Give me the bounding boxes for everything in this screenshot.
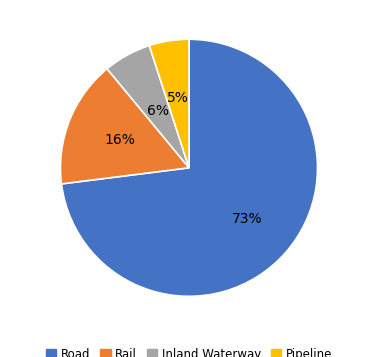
Legend: Road, Rail, Inland Waterway, Pipeline: Road, Rail, Inland Waterway, Pipeline (42, 344, 336, 357)
Text: 5%: 5% (167, 91, 189, 105)
Wedge shape (60, 69, 189, 184)
Wedge shape (62, 39, 318, 296)
Text: 16%: 16% (104, 134, 135, 147)
Text: 73%: 73% (232, 212, 262, 226)
Wedge shape (107, 46, 189, 168)
Wedge shape (149, 39, 189, 168)
Text: 6%: 6% (147, 105, 169, 119)
